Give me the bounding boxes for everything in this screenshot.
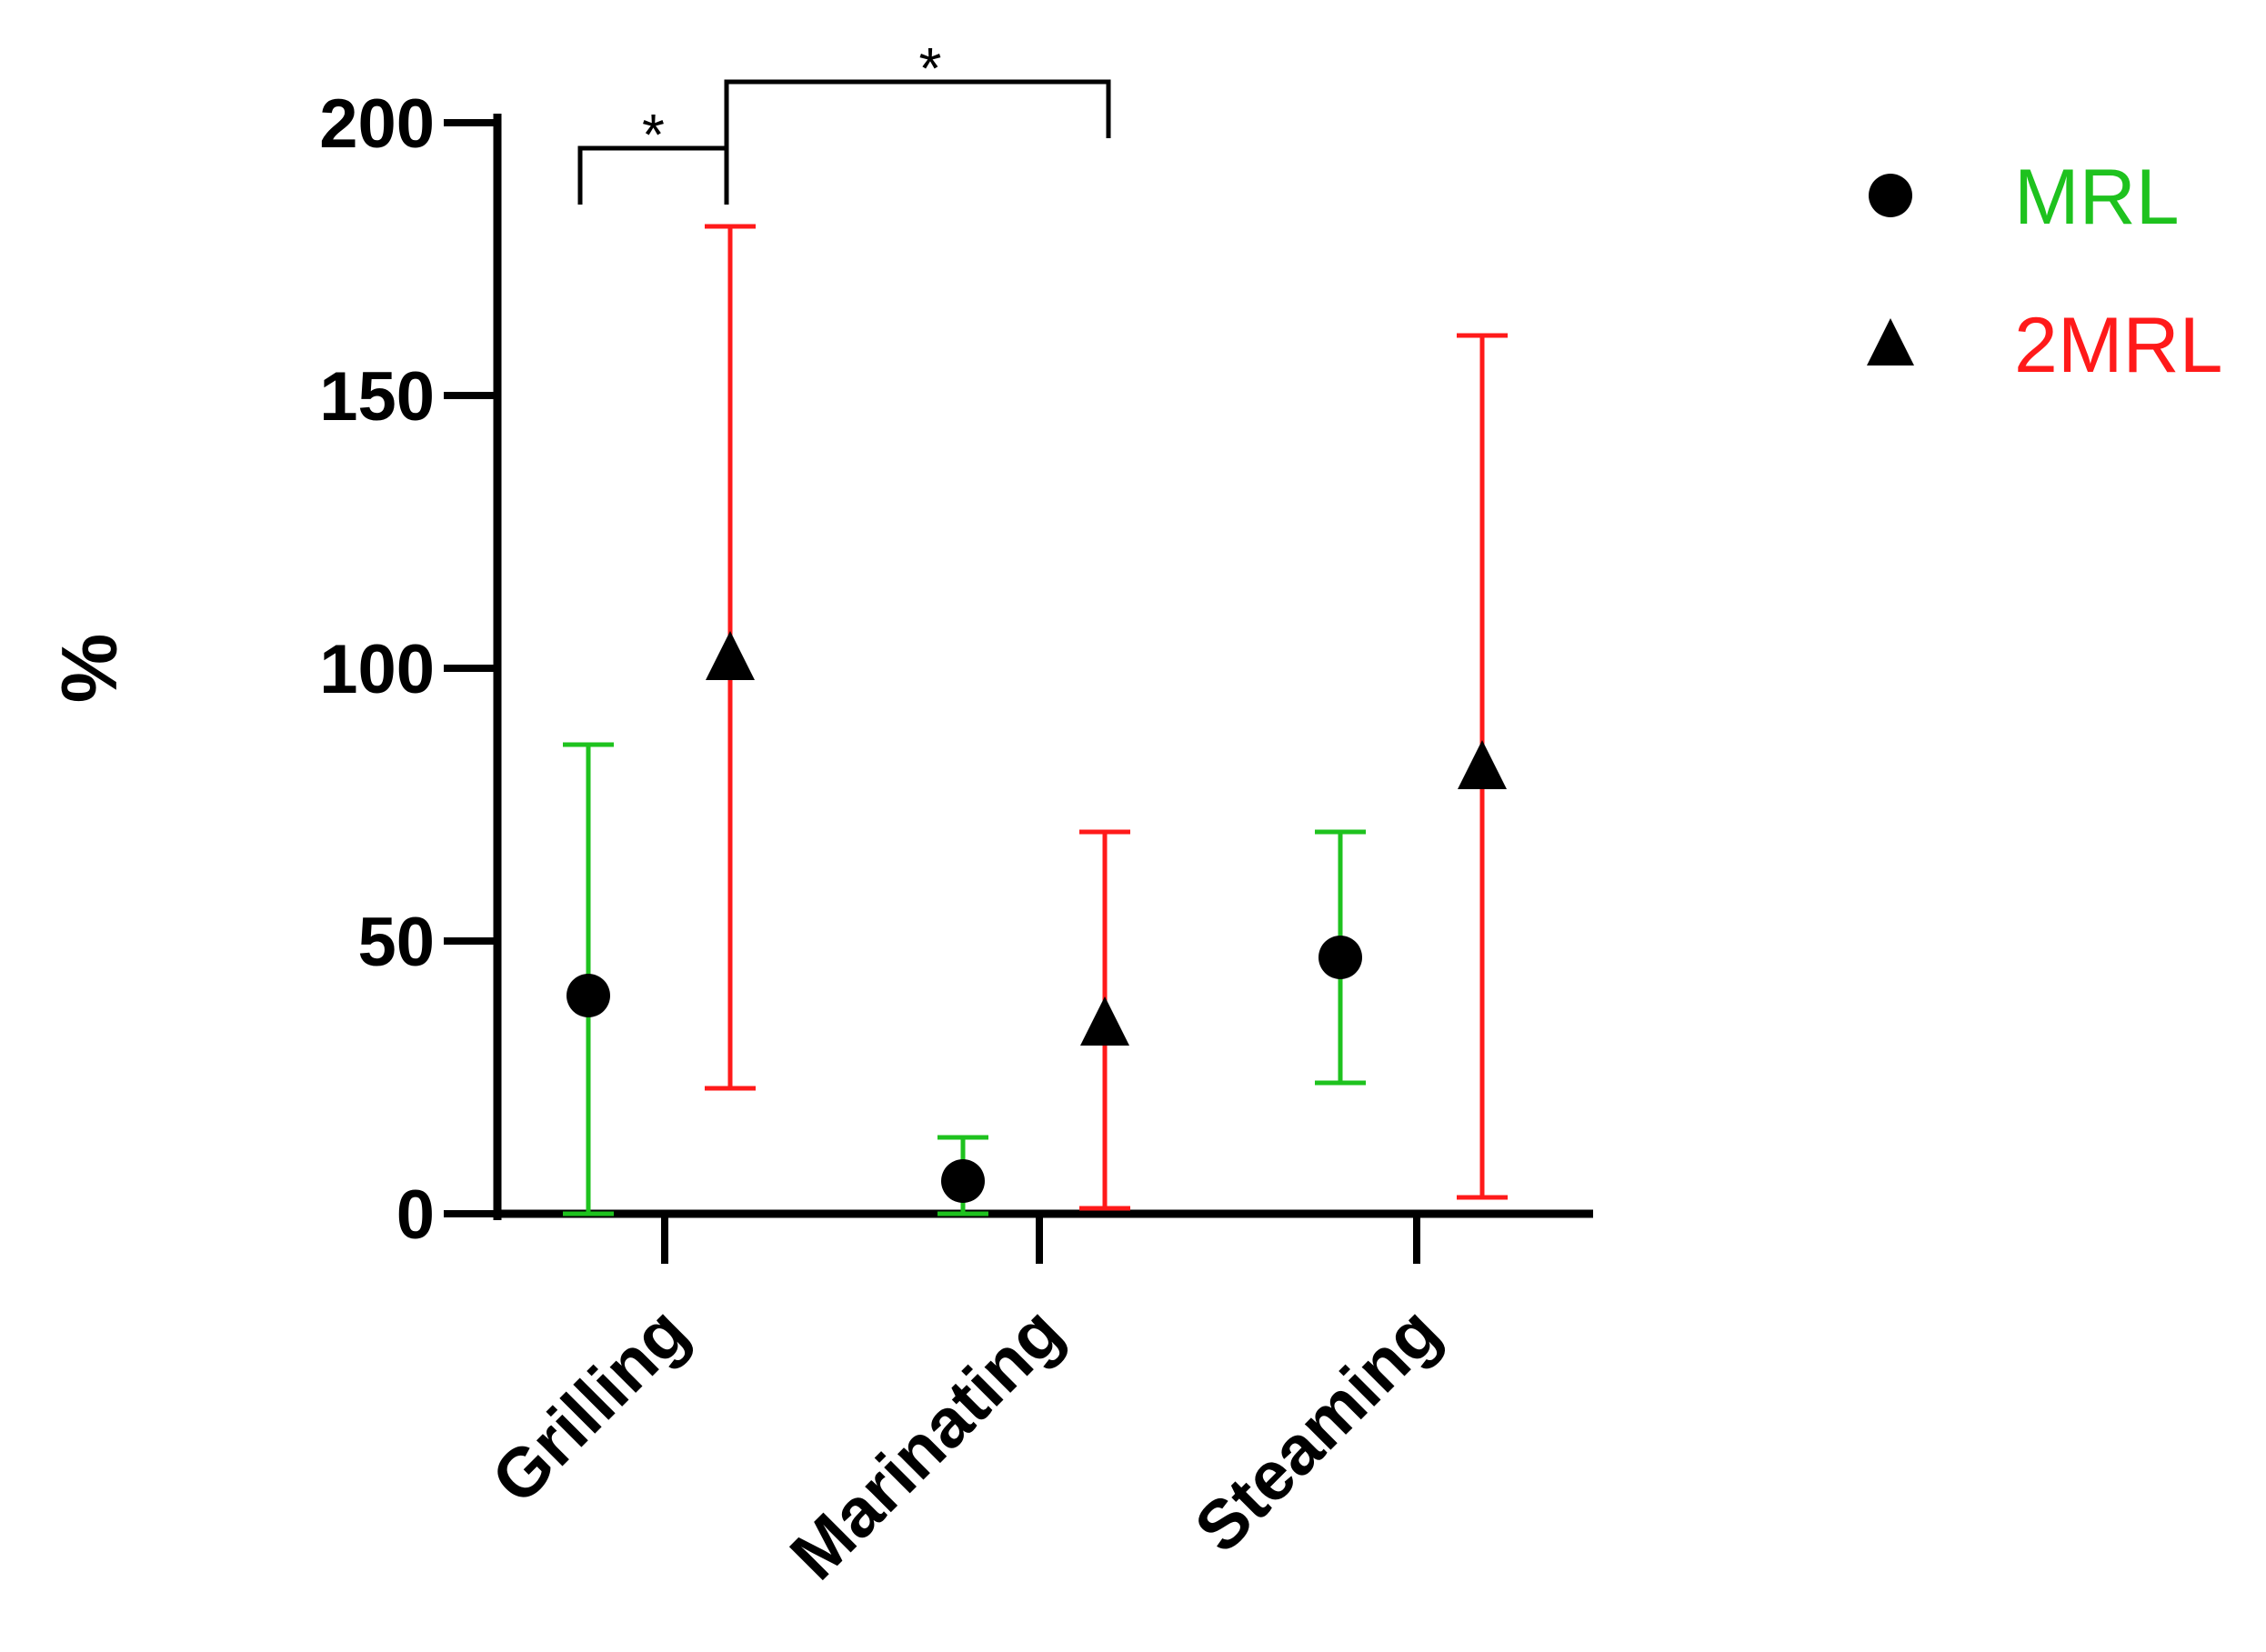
y-tick-label: 150 [319, 358, 435, 436]
legend-label: MRL [2014, 154, 2180, 241]
legend-marker-circle [1869, 174, 1912, 217]
x-tick-label: Grilling [477, 1293, 703, 1518]
axes [493, 114, 1593, 1220]
x-tick-label: Steaming [1180, 1293, 1455, 1567]
y-tick-label: 0 [396, 1176, 435, 1254]
significance-bracket [724, 79, 1111, 148]
legend: MRL 2MRL [1867, 154, 2222, 389]
data-point-triangle [1080, 996, 1129, 1046]
significance-brackets: ** [577, 35, 1111, 205]
data-point-circle [566, 974, 610, 1017]
significance-star: * [919, 35, 942, 101]
data-point-triangle [1458, 740, 1507, 789]
significance-star: * [642, 102, 665, 167]
legend-marker-triangle [1867, 318, 1914, 365]
data-point-circle [941, 1159, 985, 1203]
data-point-triangle [706, 631, 755, 680]
y-tick-label: 100 [319, 631, 435, 708]
significance-bracket [577, 145, 729, 205]
legend-label: 2MRL [2014, 302, 2222, 389]
data-point-circle [1318, 936, 1362, 979]
error-bars [563, 224, 1508, 1216]
y-tick-label: 200 [319, 85, 435, 163]
y-tick-label: 50 [357, 904, 435, 981]
x-categories: Grilling Marinating Steaming [477, 1214, 1455, 1595]
y-axis-label: % [46, 634, 134, 703]
data-markers [566, 631, 1507, 1203]
x-tick-label: Marinating [776, 1293, 1078, 1595]
y-ticks: 0 50 100 150 200 [319, 85, 497, 1254]
